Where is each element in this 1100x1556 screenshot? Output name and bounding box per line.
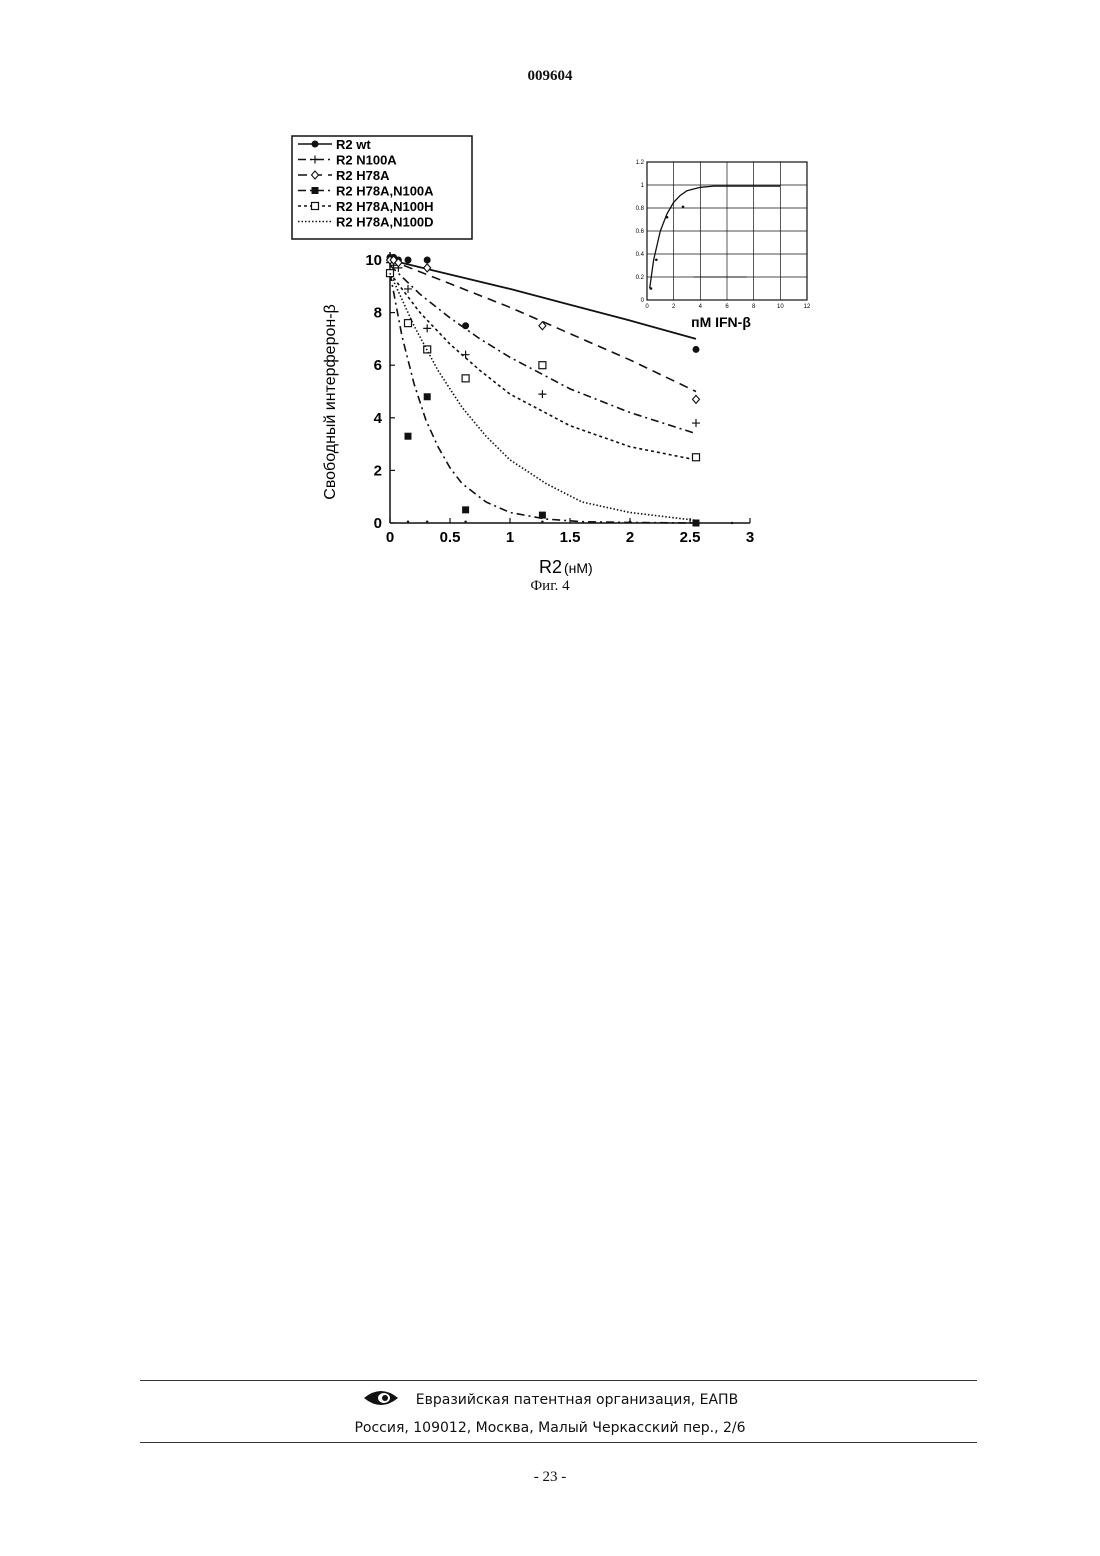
inset-y-tick-label: 0.2	[636, 275, 645, 281]
data-point	[424, 257, 431, 264]
x-tick-label: 0	[386, 529, 394, 546]
data-point	[405, 257, 412, 264]
y-tick-label: 0	[374, 515, 382, 532]
data-point	[424, 393, 431, 400]
inset-data-point	[666, 216, 669, 219]
data-point	[462, 375, 469, 382]
data-point	[693, 346, 700, 353]
footer-org: Евразийская патентная организация, ЕАПВ	[0, 1388, 1100, 1412]
inset-y-tick-label: 1	[641, 183, 645, 189]
legend-label: R2 H78A,N100D	[336, 215, 434, 230]
data-point	[539, 362, 546, 369]
baseline-dot	[407, 520, 409, 522]
baseline-dot	[629, 520, 631, 522]
inset-x-tick-label: 6	[725, 304, 729, 310]
legend-label: R2 N100A	[336, 153, 397, 168]
x-axis-label: R2	[539, 557, 562, 577]
y-tick-label: 10	[365, 252, 382, 269]
data-point	[693, 454, 700, 461]
inset-x-tick-label: 0	[645, 304, 649, 310]
legend-marker	[312, 187, 319, 194]
figure-4-chart: 00.511.522.530246810 R2 wtR2 N100AR2 H78…	[280, 130, 820, 580]
data-point	[405, 320, 412, 327]
x-tick-label: 2.5	[680, 529, 701, 546]
baseline-dot	[731, 522, 733, 524]
x-tick-label: 3	[746, 529, 754, 546]
baseline-dot	[541, 520, 543, 522]
inset-x-tick-label: 8	[752, 304, 756, 310]
y-axis-label: Свободный интерферон-β	[322, 304, 339, 499]
baseline-dot	[464, 520, 466, 522]
legend: R2 wtR2 N100AR2 H78AR2 H78A,N100AR2 H78A…	[292, 136, 472, 239]
inset-chart: 0 2 4 6 8 10 12 0 0.2 0.4 0.6 0.8 1 1.2 пМ IFN-β	[636, 160, 811, 330]
footer-org-name: Евразийская патентная организация, ЕАПВ	[416, 1392, 738, 1408]
data-point	[404, 285, 412, 293]
footer-top-rule	[140, 1380, 977, 1381]
footer-bottom-rule	[140, 1442, 977, 1443]
inset-y-tick-label: 1.2	[636, 160, 645, 166]
data-point	[424, 264, 431, 272]
inset-y-tick-label: 0.6	[636, 229, 645, 235]
y-tick-label: 8	[374, 305, 382, 322]
y-tick-label: 4	[374, 410, 383, 427]
baseline-dot	[426, 520, 428, 522]
inset-y-tick-label: 0	[641, 298, 645, 304]
data-point	[692, 419, 700, 427]
data-point	[423, 324, 431, 332]
x-axis-unit: (нМ)	[564, 560, 593, 576]
page-number: - 23 -	[0, 1469, 1100, 1486]
inset-x-tick-label: 4	[699, 304, 703, 310]
eye-logo-icon	[362, 1388, 400, 1412]
inset-x-axis-label: пМ IFN-β	[691, 314, 751, 330]
y-tick-label: 2	[374, 462, 382, 479]
inset-data-point	[655, 258, 658, 261]
inset-x-tick-label: 10	[777, 304, 784, 310]
inset-x-tick-label: 12	[804, 304, 811, 310]
data-point	[405, 433, 412, 440]
data-point	[462, 322, 469, 329]
data-point	[693, 395, 700, 403]
legend-label: R2 wt	[336, 137, 371, 152]
legend-marker	[312, 203, 319, 210]
y-tick-label: 6	[374, 357, 382, 374]
data-point	[538, 390, 546, 398]
inset-data-point	[650, 287, 653, 290]
baseline-dot	[695, 520, 697, 522]
legend-label: R2 H78A,N100H	[336, 199, 434, 214]
inset-y-tick-label: 0.8	[636, 206, 645, 212]
footer-address: Россия, 109012, Москва, Малый Черкасский…	[0, 1420, 1100, 1436]
x-tick-label: 2	[626, 529, 634, 546]
legend-marker	[312, 141, 319, 148]
legend-label: R2 H78A	[336, 168, 390, 183]
figure-caption: Фиг. 4	[0, 578, 1100, 595]
x-tick-label: 1	[506, 529, 514, 546]
inset-x-tick-label: 2	[672, 304, 676, 310]
x-tick-label: 1.5	[560, 529, 581, 546]
legend-label: R2 H78A,N100A	[336, 184, 434, 199]
data-point	[462, 506, 469, 513]
document-number: 009604	[0, 68, 1100, 85]
x-tick-label: 0.5	[440, 529, 461, 546]
inset-data-point	[682, 206, 685, 209]
inset-y-tick-label: 0.4	[636, 252, 645, 258]
data-point	[539, 512, 546, 519]
